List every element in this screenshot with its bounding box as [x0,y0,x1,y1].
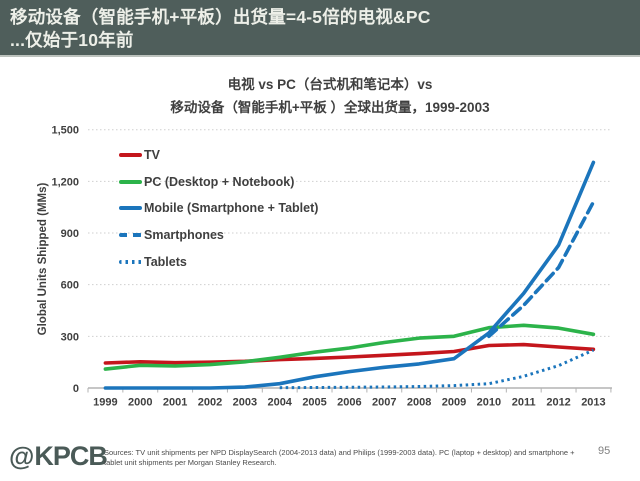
svg-text:2009: 2009 [442,397,466,409]
svg-text:2008: 2008 [407,397,431,409]
svg-text:2004: 2004 [267,397,292,409]
legend-item-pc: PC (Desktop + Notebook) [119,169,318,196]
legend-label: Smartphones [144,228,224,243]
svg-text:2011: 2011 [512,397,536,409]
legend-item-tablets: Tablets [119,248,318,275]
svg-text:2006: 2006 [337,397,361,409]
legend-item-tv: TV [119,142,318,169]
svg-text:2001: 2001 [163,397,187,409]
chart-canvas: 0 300 600 900 1,200 1,500 1999 2000 2001 2002 2003… [37,125,612,409]
svg-text:2013: 2013 [581,397,605,409]
svg-text:2012: 2012 [546,397,570,409]
svg-text:1999: 1999 [93,397,117,409]
slide-header: 移动设备（智能手机+平板）出货量=4-5倍的电视&PC ...仅始于10年前 [0,0,640,57]
chart-title: 电视 vs PC（台式机和笔记本）vs 移动设备（智能手机+平板 ）全球出货量，… [40,73,620,119]
legend-item-smartphones: Smartphones [119,222,318,249]
chart-title-line2: 移动设备（智能手机+平板 ）全球出货量，1999-2003 [170,100,490,115]
legend-label: Tablets [144,254,187,269]
legend-item-mobile: Mobile (Smartphone + Tablet) [119,195,318,222]
svg-text:900: 900 [61,228,79,240]
svg-text:2002: 2002 [198,397,222,409]
chart-title-line1: 电视 vs PC（台式机和笔记本）vs [227,77,433,92]
legend-label: PC (Desktop + Notebook) [144,174,295,189]
at-sign-icon: @ [9,441,35,471]
svg-text:2010: 2010 [477,397,501,409]
svg-text:2005: 2005 [302,397,326,409]
kpcb-logo-text: KPCB [34,441,108,471]
svg-text:600: 600 [61,280,79,292]
tv-line-swatch-icon [119,153,142,158]
svg-text:2007: 2007 [372,397,396,409]
svg-text:300: 300 [61,331,79,343]
header-title-line1: 移动设备（智能手机+平板）出货量=4-5倍的电视&PC [10,7,431,27]
slide-footer: @KPCB Sources: TV unit shipments per NPD… [0,436,640,481]
page-number: 95 [598,445,611,457]
chart-legend: TV PC (Desktop + Notebook) Mobile (Smart… [119,142,318,275]
sources-note: Sources: TV unit shipments per NPD Displ… [104,448,575,467]
svg-text:2000: 2000 [128,397,152,409]
svg-text:1,200: 1,200 [51,176,79,188]
svg-text:0: 0 [73,383,79,395]
header-title-line2: ...仅始于10年前 [10,30,134,50]
smartphones-line-swatch-icon [119,233,142,238]
svg-text:2003: 2003 [233,397,257,409]
svg-text:Global Units Shipped (MMs): Global Units Shipped (MMs) [37,182,49,335]
svg-text:1,500: 1,500 [51,125,79,137]
legend-label: TV [144,148,160,163]
legend-label: Mobile (Smartphone + Tablet) [144,201,319,216]
tablets-line-swatch-icon [119,259,142,264]
mobile-line-swatch-icon [119,206,142,211]
pc-line-swatch-icon [119,179,142,184]
kpcb-logo: @KPCB [9,441,108,471]
